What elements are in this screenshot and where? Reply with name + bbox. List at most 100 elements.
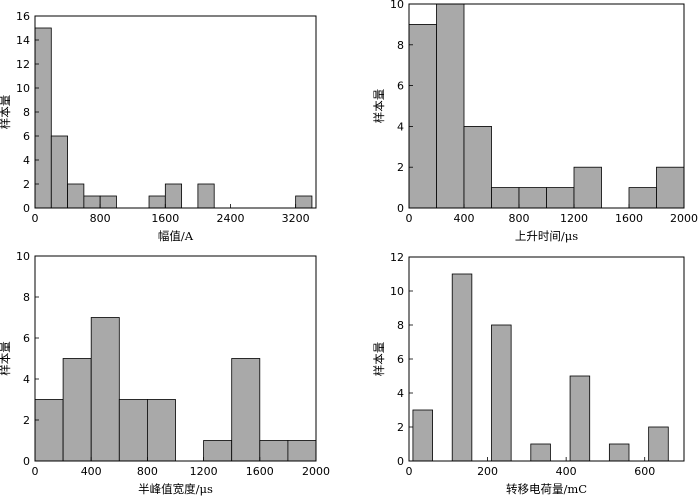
bar-charge-transfer-2 [491,324,512,462]
y-tick-label: 8 [23,106,30,119]
bar-rise-time-5 [546,187,575,209]
bar-rise-time-3 [491,187,520,209]
bar-half-peak-width-6 [231,358,261,462]
x-tick-label: 600 [634,465,655,478]
y-axis-title: 样本量 [0,341,12,376]
y-tick-label: 10 [16,250,30,263]
y-tick-label: 12 [16,58,30,71]
chart-charge-transfer: 0 200 400 600 0 2 4 6 8 10 12 转移电荷量/mC 样本量 [372,251,685,496]
y-tick-label: 0 [397,202,404,215]
y-tick-label: 16 [16,10,30,23]
bar-charge-transfer-4 [569,375,591,462]
y-tick-label: 0 [23,202,30,215]
y-tick-label: 2 [23,414,30,427]
bar-half-peak-width-3 [118,399,148,462]
x-tick-label: 800 [90,212,111,225]
bar-rise-time-4 [518,187,547,209]
bar-charge-transfer-3 [530,443,551,462]
bar-rise-time-7 [628,187,657,209]
y-tick-label: 2 [397,161,404,174]
y-tick-label: 4 [23,154,30,167]
x-tick-label: 3200 [282,212,310,225]
bar-half-peak-width-7 [259,440,289,462]
y-tick-label: 10 [390,0,404,11]
y-tick-label: 6 [23,130,30,143]
y-tick-label: 6 [397,353,404,366]
x-tick-label: 1200 [560,212,588,225]
bar-amplitude-0 [34,27,52,209]
x-tick-label: 0 [406,212,413,225]
y-tick-label: 6 [397,80,404,93]
x-tick-label: 200 [477,465,498,478]
bar-amplitude-6 [164,183,183,209]
bar-half-peak-width-8 [287,440,317,462]
y-tick-label: 0 [23,455,30,468]
y-tick-label: 8 [23,291,30,304]
y-axis-title: 样本量 [0,95,12,130]
chart-amplitude: 0 800 1600 2400 3200 0 2 4 6 8 10 12 14 16 幅值/A 样本量 [0,10,317,243]
bar-charge-transfer-0 [412,409,433,462]
plot-frame [408,256,685,462]
plot-frame [34,15,317,209]
x-tick-label: 2000 [670,212,698,225]
x-tick-label: 1200 [190,465,218,478]
x-tick-label: 2400 [216,212,244,225]
bar-amplitude-5 [148,195,166,209]
bar-half-peak-width-5 [203,440,233,462]
y-tick-label: 4 [397,120,404,133]
y-tick-label: 10 [390,285,404,298]
y-tick-label: 10 [16,82,30,95]
y-tick-label: 8 [397,39,404,52]
y-tick-label: 2 [397,421,404,434]
x-tick-label: 400 [81,465,102,478]
y-tick-label: 12 [390,251,404,264]
bar-half-peak-width-1 [62,358,92,462]
y-tick-label: 4 [397,387,404,400]
y-tick-label: 14 [16,34,30,47]
x-tick-label: 0 [406,465,413,478]
bar-charge-transfer-6 [648,426,669,462]
x-tick-label: 400 [454,212,475,225]
x-axis-title: 上升时间/μs [515,229,578,243]
y-tick-label: 0 [397,455,404,468]
bar-rise-time-6 [573,166,602,209]
chart-half-peak-width: 0 400 800 1200 1600 2000 0 2 4 6 8 10 半峰值宽度/μs 样本量 [0,250,330,496]
bar-rise-time-2 [463,126,492,209]
bar-charge-transfer-1 [451,273,473,462]
bar-half-peak-width-4 [146,399,176,462]
x-tick-label: 0 [32,212,39,225]
x-tick-label: 1600 [615,212,643,225]
y-tick-label: 2 [23,178,30,191]
bar-half-peak-width-0 [34,399,64,462]
plot-frame [408,3,685,209]
bar-rise-time-8 [656,166,685,209]
y-tick-label: 8 [397,319,404,332]
x-tick-label: 1600 [151,212,179,225]
x-tick-label: 1600 [246,465,274,478]
bar-amplitude-3 [83,195,101,209]
x-tick-label: 800 [509,212,530,225]
bar-charge-transfer-5 [608,443,630,462]
x-axis-title: 半峰值宽度/μs [138,482,213,496]
bar-amplitude-7 [197,183,215,209]
bar-rise-time-1 [436,3,465,209]
x-tick-label: 400 [556,465,577,478]
bar-amplitude-1 [50,135,68,209]
bar-amplitude-8 [295,195,313,209]
bar-amplitude-2 [67,183,85,209]
y-tick-label: 4 [23,373,30,386]
plot-frame [34,255,317,462]
chart-rise-time: 0 400 800 1200 1600 2000 0 2 4 6 8 10 上升时间/μs 样本量 [372,0,698,243]
bar-rise-time-0 [408,23,437,209]
y-axis-title: 样本量 [372,342,386,377]
y-axis-title: 样本量 [372,89,386,124]
bar-half-peak-width-2 [90,317,120,462]
x-axis-title: 转移电荷量/mC [506,482,587,496]
x-axis-title: 幅值/A [158,229,194,243]
x-tick-label: 2000 [302,465,330,478]
x-tick-label: 0 [32,465,39,478]
x-tick-label: 800 [137,465,158,478]
bar-amplitude-4 [99,195,117,209]
y-tick-label: 6 [23,332,30,345]
